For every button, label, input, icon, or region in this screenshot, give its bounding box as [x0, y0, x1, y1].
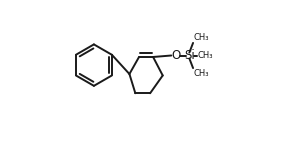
Text: Si: Si — [184, 49, 195, 62]
Text: CH₃: CH₃ — [197, 51, 213, 60]
Text: O: O — [172, 49, 181, 62]
Text: CH₃: CH₃ — [193, 33, 209, 42]
Text: CH₃: CH₃ — [193, 69, 209, 78]
